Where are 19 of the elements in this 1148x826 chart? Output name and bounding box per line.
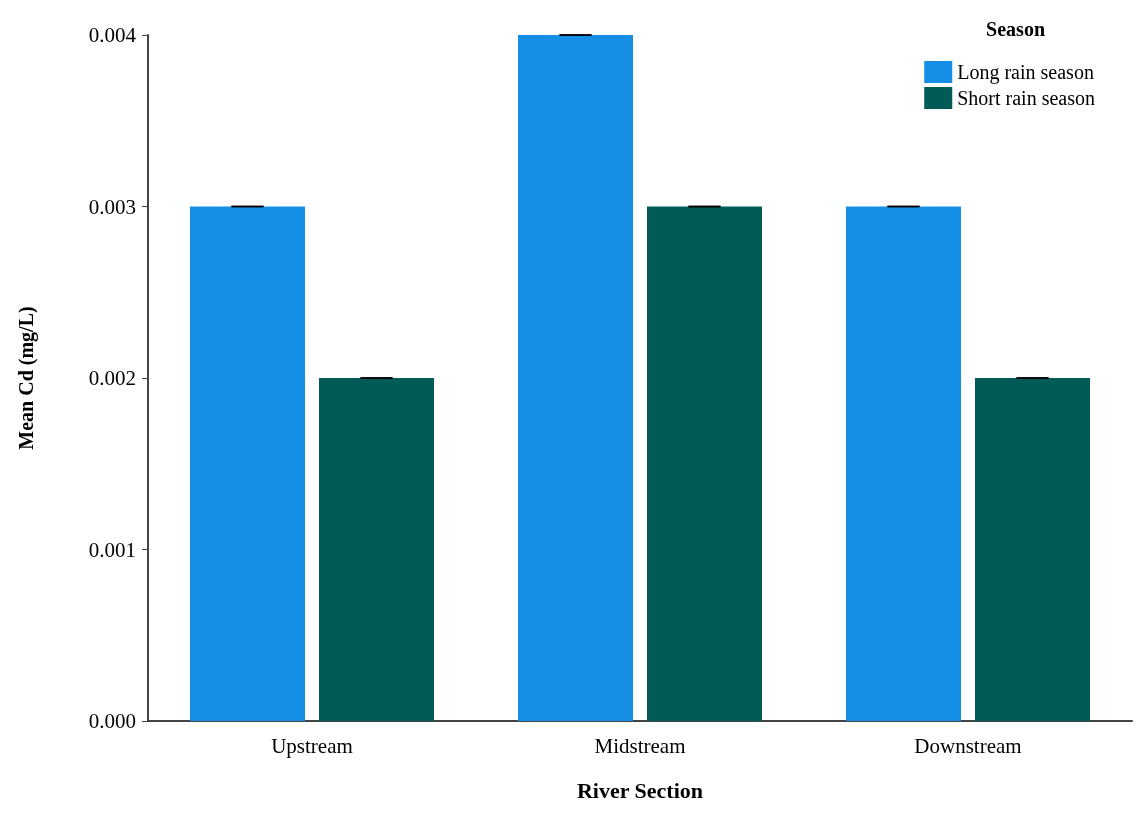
bar — [190, 206, 305, 721]
bar — [319, 378, 434, 721]
y-tick-label: 0.002 — [88, 366, 136, 390]
legend-title: Season — [986, 18, 1045, 40]
bar — [975, 378, 1090, 721]
y-tick-label: 0.003 — [88, 194, 136, 219]
x-tick-label: Downstream — [914, 733, 1022, 758]
x-tick-label: Midstream — [594, 733, 686, 758]
x-tick-label: Upstream — [271, 733, 353, 758]
legend-label: Long rain season — [957, 61, 1094, 84]
y-tick-label: 0.004 — [88, 23, 137, 47]
legend-label: Short rain season — [957, 87, 1096, 109]
bar — [647, 206, 762, 721]
y-axis-title: Mean Cd (mg/L) — [15, 306, 38, 450]
bar — [846, 206, 961, 721]
y-tick-label: 0.000 — [88, 709, 136, 733]
x-axis-title: River Section — [576, 777, 704, 803]
y-tick-label: 0.001 — [88, 537, 136, 562]
bar — [518, 35, 633, 721]
